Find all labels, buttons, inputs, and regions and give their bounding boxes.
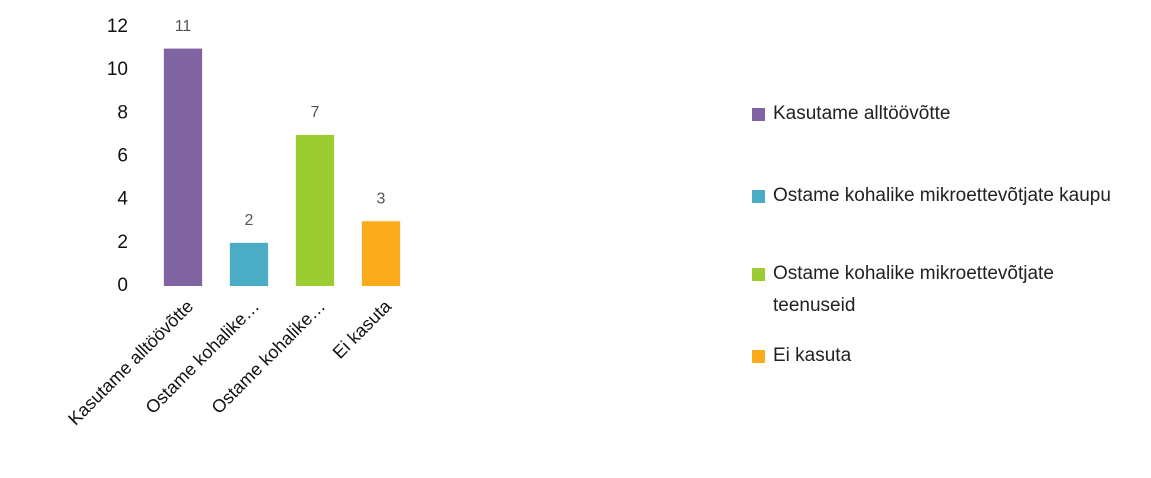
value-label: 2 bbox=[245, 212, 254, 229]
x-tick-label: Ostame kohalike… bbox=[208, 296, 330, 418]
value-label: 7 bbox=[311, 104, 320, 121]
y-tick-label: 4 bbox=[117, 189, 128, 210]
y-tick-label: 0 bbox=[117, 275, 128, 296]
legend-swatch bbox=[752, 190, 765, 203]
value-label: 11 bbox=[175, 18, 192, 35]
bar bbox=[163, 48, 203, 287]
x-tick-label: Ostame kohalike… bbox=[142, 296, 264, 418]
x-tick-label: Ei kasuta bbox=[329, 295, 396, 362]
y-tick-label: 8 bbox=[117, 102, 128, 123]
legend-label: Ei kasuta bbox=[773, 345, 852, 366]
legend-swatch bbox=[752, 108, 765, 121]
bar bbox=[361, 221, 401, 286]
bar bbox=[295, 134, 335, 286]
y-tick-label: 2 bbox=[117, 232, 128, 253]
legend-item: Ei kasuta bbox=[752, 340, 1112, 372]
legend-label: Ostame kohalike mikroettevõtjate kaupu bbox=[773, 185, 1111, 206]
legend-item: Kasutame alltöövõtte bbox=[752, 98, 1112, 130]
y-tick-label: 10 bbox=[107, 59, 128, 80]
x-tick-label: Kasutame alltöövõtte bbox=[64, 296, 197, 429]
bar bbox=[229, 242, 269, 286]
value-label: 3 bbox=[377, 190, 386, 207]
legend-label: Ostame kohalike mikroettevõtjate teenuse… bbox=[773, 263, 1054, 316]
legend-label: Kasutame alltöövõtte bbox=[773, 103, 951, 124]
y-tick-label: 6 bbox=[117, 146, 128, 167]
legend-swatch bbox=[752, 350, 765, 363]
legend-item: Ostame kohalike mikroettevõtjate kaupu bbox=[752, 180, 1112, 212]
legend-swatch bbox=[752, 268, 765, 281]
legend-item: Ostame kohalike mikroettevõtjate teenuse… bbox=[752, 258, 1112, 322]
y-tick-label: 12 bbox=[107, 16, 128, 37]
